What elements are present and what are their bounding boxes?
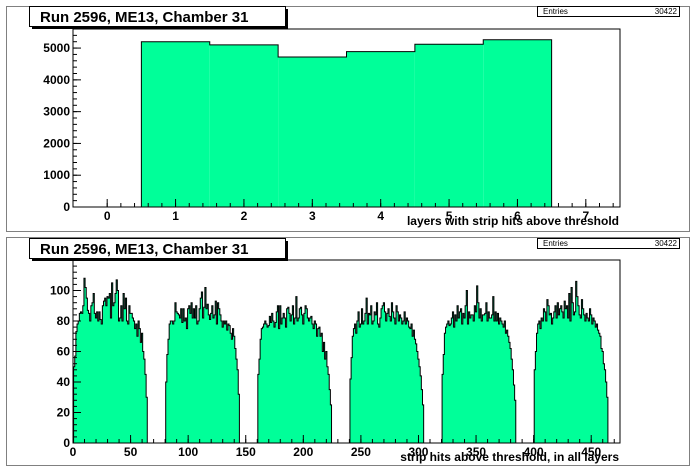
x-tick-label: 5 [446, 209, 453, 223]
y-tick-label: 3000 [43, 105, 70, 119]
x-tick-label: 3 [309, 209, 316, 223]
y-tick-label: 1000 [43, 168, 70, 182]
stats-label: Entries [543, 7, 568, 16]
histogram-bar [414, 44, 484, 207]
stats-label: Entries [543, 239, 568, 248]
histogram-outline [140, 39, 553, 207]
x-tick-label: 7 [582, 209, 589, 223]
y-tick-label: 0 [63, 200, 70, 214]
title-box [29, 238, 286, 259]
y-tick-label: 20 [57, 406, 71, 420]
x-tick-label: 350 [466, 445, 486, 459]
pad-layers-histogram: 0 1000 2000 3000 4000 5000 0 1 2 3 4 5 6 7 Run 2596, … [6, 6, 690, 232]
histogram-layers [140, 39, 553, 208]
layer-strip-distribution [257, 296, 333, 444]
y-tick-label: 40 [57, 375, 71, 389]
x-tick-label: 4 [377, 209, 384, 223]
x-axis-label: strip hits above threshold, in all layer… [400, 450, 619, 464]
x-tick-label: 300 [408, 445, 428, 459]
title-box [29, 6, 286, 27]
x-tick-label: 150 [236, 445, 256, 459]
y-tick-label: 100 [50, 284, 70, 298]
histogram-strips [73, 277, 609, 444]
x-tick-label: 450 [581, 445, 601, 459]
y-tick-label: 0 [63, 436, 70, 450]
y-tick-label: 5000 [43, 41, 70, 55]
stats-value: 30422 [655, 239, 678, 248]
x-tick-label: 50 [124, 445, 138, 459]
y-tick-label: 2000 [43, 136, 70, 150]
axes-layers: 0 1000 2000 3000 4000 5000 0 1 2 3 4 5 6 7 [43, 28, 621, 223]
stats-box [537, 238, 680, 249]
axes-strips: 0 20 40 60 80 100 0 50 100 150 200 250 300 350 400 450 [50, 259, 621, 459]
x-tick-label: 0 [104, 209, 111, 223]
y-tick-label: 4000 [43, 73, 70, 87]
chart-title: Run 2596, ME13, Chamber 31 [40, 9, 248, 26]
stats-value: 30422 [655, 7, 678, 16]
layer-strip-distribution [441, 285, 517, 444]
stats-box [537, 6, 680, 17]
histogram-bar [346, 51, 415, 207]
x-tick-label: 6 [514, 209, 521, 223]
y-tick-label: 60 [57, 345, 71, 359]
histogram-bar [278, 56, 347, 207]
x-tick-label: 100 [178, 445, 198, 459]
x-tick-label: 250 [351, 445, 371, 459]
layer-strip-distribution [73, 277, 148, 444]
chart-title: Run 2596, ME13, Chamber 31 [40, 241, 248, 258]
histogram-bar [141, 41, 210, 207]
layer-strip-distribution [349, 297, 425, 444]
histogram-bar [209, 44, 279, 208]
histogram-bar [483, 39, 552, 207]
y-tick-label: 80 [57, 314, 71, 328]
x-tick-label: 2 [241, 209, 248, 223]
layer-strip-distribution [533, 280, 609, 444]
layer-strip-distribution [165, 286, 240, 444]
x-axis-label: layers with strip hits above threshold [407, 214, 619, 228]
x-tick-label: 400 [524, 445, 544, 459]
x-tick-label: 0 [70, 445, 77, 459]
x-tick-label: 1 [172, 209, 179, 223]
x-tick-label: 200 [293, 445, 313, 459]
